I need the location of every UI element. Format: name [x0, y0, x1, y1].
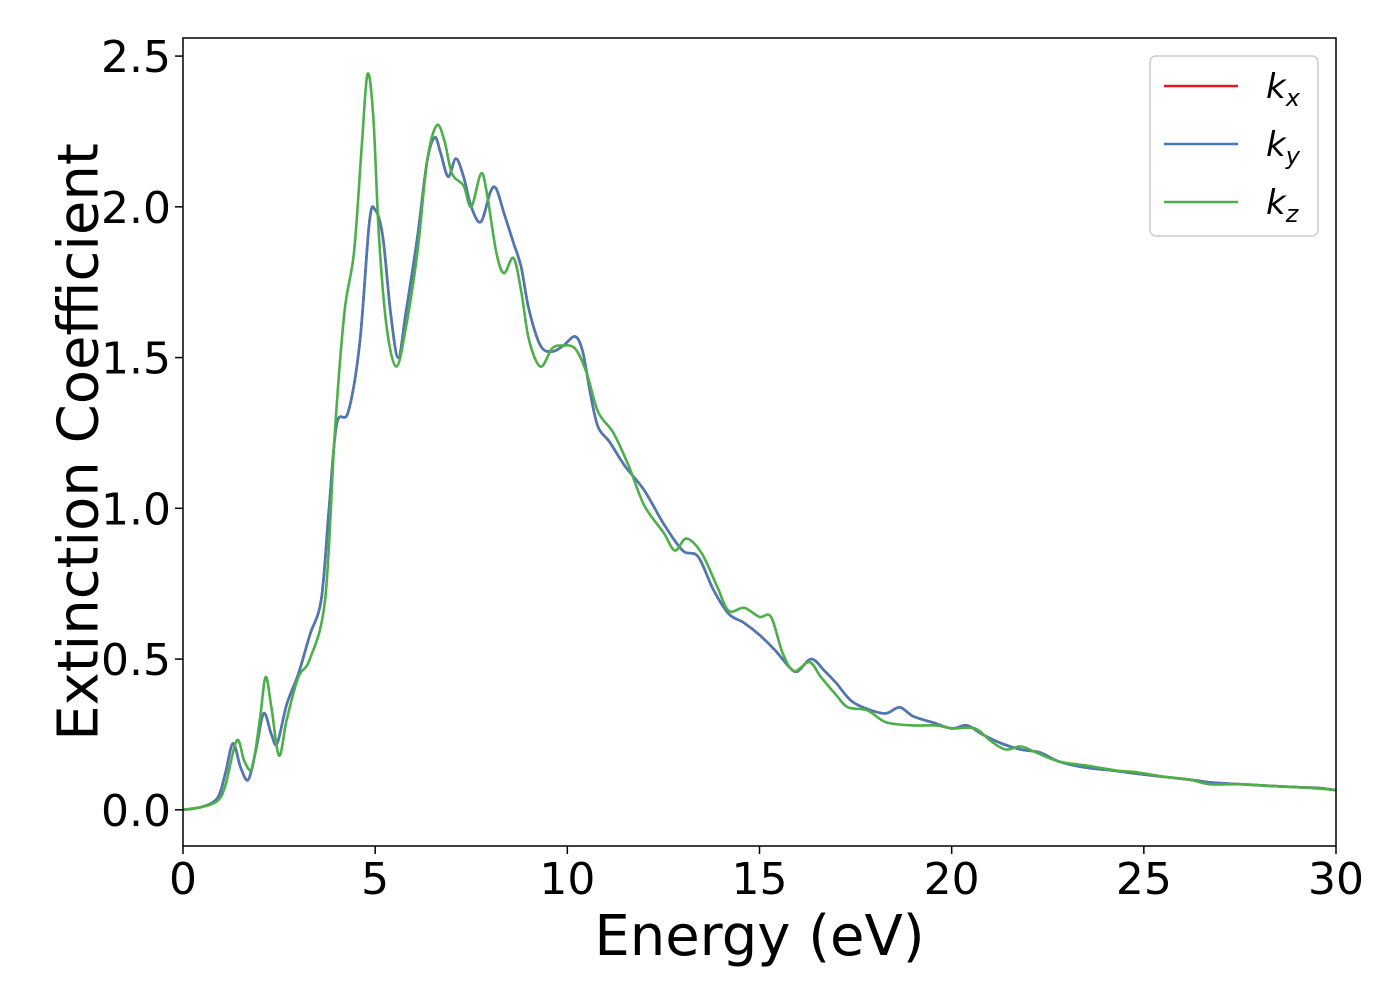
y-tick-label: 0.5 — [101, 635, 171, 686]
series-line-k-y — [183, 136, 1336, 812]
y-tick-label: 1.5 — [101, 334, 171, 385]
x-tick-label: 0 — [169, 854, 197, 905]
x-axis-ticks: 0 5 10 15 20 25 30 — [169, 846, 1364, 905]
y-axis-label: Extinction Coefficient — [47, 143, 112, 741]
y-tick-label: 1.0 — [101, 484, 171, 535]
x-tick-label: 5 — [361, 854, 389, 905]
y-axis-ticks: 0.0 0.5 1.0 1.5 2.0 2.5 — [101, 32, 183, 837]
x-tick-label: 15 — [732, 854, 788, 905]
series-line-k-z — [183, 72, 1336, 812]
legend-label-k-x: kx — [1266, 67, 1301, 112]
series-layer — [183, 72, 1336, 812]
legend-label-k-y: ky — [1266, 125, 1301, 170]
x-tick-label: 25 — [1116, 854, 1172, 905]
x-axis-label: Energy (eV) — [594, 904, 924, 969]
y-tick-label: 2.0 — [101, 183, 171, 234]
x-tick-label: 30 — [1308, 854, 1364, 905]
x-tick-label: 10 — [539, 854, 595, 905]
y-tick-label: 0.0 — [101, 786, 171, 837]
x-tick-label: 20 — [924, 854, 980, 905]
y-tick-label: 2.5 — [101, 32, 171, 83]
legend-box — [1149, 55, 1319, 237]
legend: kx ky kz — [1149, 55, 1319, 237]
legend-label-k-z: kz — [1266, 183, 1300, 228]
